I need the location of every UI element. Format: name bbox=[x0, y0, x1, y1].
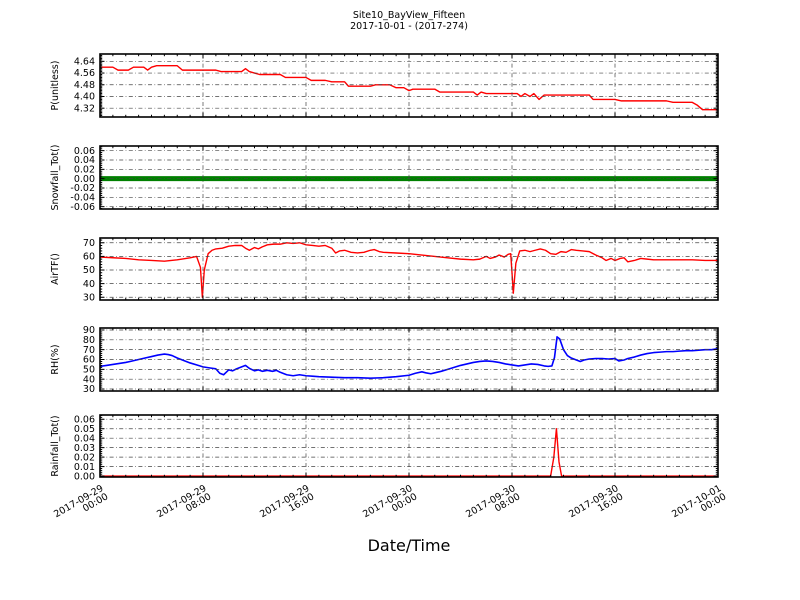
subplot-air-temp: 30 40 50 60 70 AirTF() bbox=[50, 237, 719, 303]
ticks-relative-humidity bbox=[99, 327, 719, 392]
y-tick-label: 60 bbox=[83, 252, 95, 263]
y-tick-label: 80 bbox=[83, 335, 95, 346]
y-tick-label: 60 bbox=[83, 355, 95, 366]
y-tick-label: 4.48 bbox=[74, 80, 95, 91]
y-tick-label: 40 bbox=[83, 279, 95, 290]
y-tick-label: -0.04 bbox=[70, 193, 95, 204]
y-tick-label: 0.03 bbox=[74, 443, 95, 454]
y-tick-label: 0.04 bbox=[74, 433, 95, 444]
figure-title-line2: 2017-10-01 - (2017-274) bbox=[350, 21, 468, 32]
ticks-air-temp bbox=[99, 238, 719, 301]
y-tick-label: 40 bbox=[83, 374, 95, 385]
grid-pressure bbox=[100, 54, 718, 117]
y-tick-label: 4.32 bbox=[74, 103, 95, 114]
y-tick-label: 0.02 bbox=[74, 452, 95, 463]
y-tick-label: 0.04 bbox=[74, 155, 95, 166]
y-tick-label: 4.64 bbox=[74, 57, 95, 68]
y-tick-label: 0.06 bbox=[74, 146, 95, 157]
y-axis-label-rainfall: Rainfall_Tot() bbox=[50, 415, 61, 476]
ticks-snowfall bbox=[99, 146, 719, 210]
y-tick-label: 30 bbox=[83, 292, 95, 303]
y-axis-label-air-temp: AirTF() bbox=[50, 253, 61, 285]
y-axis-label-pressure: P(unitless) bbox=[50, 61, 61, 111]
y-tick-label: 0.00 bbox=[74, 174, 95, 185]
y-tick-label: 50 bbox=[83, 265, 95, 276]
y-tick-label: 0.02 bbox=[74, 165, 95, 176]
y-tick-label: 30 bbox=[83, 384, 95, 395]
y-tick-label: 0.06 bbox=[74, 414, 95, 425]
y-tick-label: -0.06 bbox=[70, 202, 95, 213]
subplot-snowfall: -0.06-0.04-0.020.000.020.040.06 Snowfall_… bbox=[50, 145, 719, 213]
y-tick-label: -0.02 bbox=[70, 183, 95, 194]
y-tick-label: 70 bbox=[83, 238, 95, 249]
series-line-air-temp bbox=[100, 242, 718, 298]
series-line-relative-humidity bbox=[100, 336, 718, 380]
y-axis-label-snowfall: Snowfall_Tot() bbox=[50, 145, 61, 211]
ticks-rainfall bbox=[99, 414, 719, 477]
y-tick-label: 50 bbox=[83, 365, 95, 376]
subplot-area: 4.324.404.484.564.64P(unitless)-0.06-0.0… bbox=[50, 53, 728, 520]
x-axis-title: Date/Time bbox=[368, 536, 451, 555]
ticks-pressure bbox=[99, 53, 719, 118]
y-tick-label: 4.56 bbox=[74, 68, 95, 79]
series-line-pressure bbox=[100, 65, 718, 111]
subplot-pressure: 4.324.404.484.564.64 P(unitless) bbox=[50, 53, 719, 118]
y-tick-label: 0.05 bbox=[74, 424, 95, 435]
y-tick-label: 0.00 bbox=[74, 471, 95, 482]
y-tick-label: 70 bbox=[83, 345, 95, 356]
figure-title-line1: Site10_BayView_Fifteen bbox=[353, 10, 465, 21]
y-axis-label-relative-humidity: RH(%) bbox=[50, 344, 61, 374]
y-tick-label: 0.01 bbox=[74, 462, 95, 473]
y-tick-label: 90 bbox=[83, 325, 95, 336]
y-tick-label: 4.40 bbox=[74, 92, 95, 103]
